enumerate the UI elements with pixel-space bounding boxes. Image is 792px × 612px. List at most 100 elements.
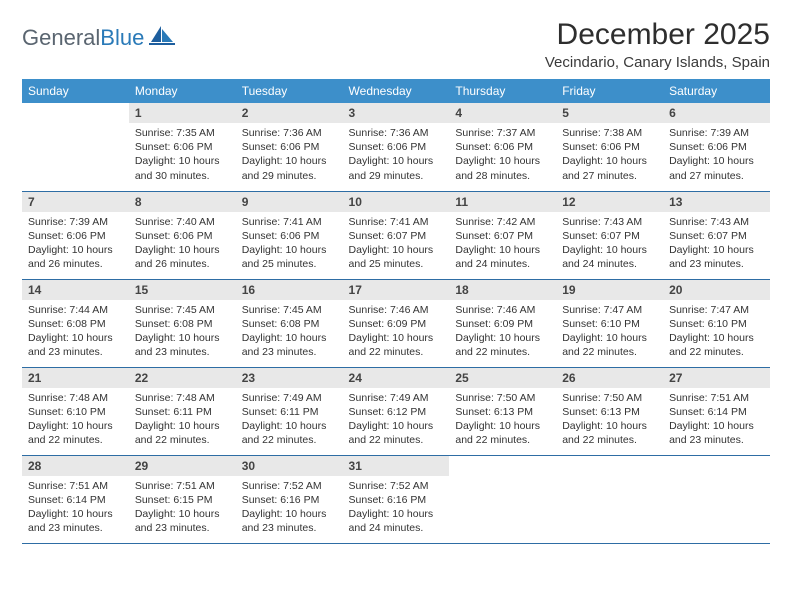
calendar-day-cell: 29Sunrise: 7:51 AMSunset: 6:15 PMDayligh… (129, 455, 236, 543)
day-info: Sunrise: 7:43 AMSunset: 6:07 PMDaylight:… (663, 212, 770, 278)
dow-header: Thursday (449, 79, 556, 103)
day-number: 18 (449, 280, 556, 300)
day-number: 27 (663, 368, 770, 388)
day-info: Sunrise: 7:46 AMSunset: 6:09 PMDaylight:… (343, 300, 450, 366)
day-info: Sunrise: 7:45 AMSunset: 6:08 PMDaylight:… (236, 300, 343, 366)
day-info: Sunrise: 7:39 AMSunset: 6:06 PMDaylight:… (22, 212, 129, 278)
calendar-day-cell: 18Sunrise: 7:46 AMSunset: 6:09 PMDayligh… (449, 279, 556, 367)
calendar-day-cell: 6Sunrise: 7:39 AMSunset: 6:06 PMDaylight… (663, 103, 770, 191)
calendar-day-cell: 16Sunrise: 7:45 AMSunset: 6:08 PMDayligh… (236, 279, 343, 367)
dow-header: Saturday (663, 79, 770, 103)
dow-header: Wednesday (343, 79, 450, 103)
day-number: 17 (343, 280, 450, 300)
calendar-day-cell: 31Sunrise: 7:52 AMSunset: 6:16 PMDayligh… (343, 455, 450, 543)
day-info: Sunrise: 7:49 AMSunset: 6:11 PMDaylight:… (236, 388, 343, 454)
day-info: Sunrise: 7:50 AMSunset: 6:13 PMDaylight:… (449, 388, 556, 454)
day-info: Sunrise: 7:46 AMSunset: 6:09 PMDaylight:… (449, 300, 556, 366)
calendar-day-cell (449, 455, 556, 543)
day-info: Sunrise: 7:43 AMSunset: 6:07 PMDaylight:… (556, 212, 663, 278)
calendar-day-cell: 2Sunrise: 7:36 AMSunset: 6:06 PMDaylight… (236, 103, 343, 191)
day-number: 13 (663, 192, 770, 212)
calendar-day-cell (556, 455, 663, 543)
day-info: Sunrise: 7:44 AMSunset: 6:08 PMDaylight:… (22, 300, 129, 366)
calendar-day-cell: 30Sunrise: 7:52 AMSunset: 6:16 PMDayligh… (236, 455, 343, 543)
calendar-day-cell: 17Sunrise: 7:46 AMSunset: 6:09 PMDayligh… (343, 279, 450, 367)
calendar-day-cell: 22Sunrise: 7:48 AMSunset: 6:11 PMDayligh… (129, 367, 236, 455)
day-info: Sunrise: 7:51 AMSunset: 6:14 PMDaylight:… (663, 388, 770, 454)
calendar-day-cell: 11Sunrise: 7:42 AMSunset: 6:07 PMDayligh… (449, 191, 556, 279)
day-number: 19 (556, 280, 663, 300)
day-number: 31 (343, 456, 450, 476)
calendar-day-cell: 9Sunrise: 7:41 AMSunset: 6:06 PMDaylight… (236, 191, 343, 279)
dow-header: Friday (556, 79, 663, 103)
day-number: 10 (343, 192, 450, 212)
day-info: Sunrise: 7:42 AMSunset: 6:07 PMDaylight:… (449, 212, 556, 278)
calendar-week-row: 14Sunrise: 7:44 AMSunset: 6:08 PMDayligh… (22, 279, 770, 367)
day-info: Sunrise: 7:39 AMSunset: 6:06 PMDaylight:… (663, 123, 770, 189)
day-number: 8 (129, 192, 236, 212)
day-info: Sunrise: 7:49 AMSunset: 6:12 PMDaylight:… (343, 388, 450, 454)
calendar-day-cell: 23Sunrise: 7:49 AMSunset: 6:11 PMDayligh… (236, 367, 343, 455)
calendar-day-cell: 7Sunrise: 7:39 AMSunset: 6:06 PMDaylight… (22, 191, 129, 279)
day-info: Sunrise: 7:52 AMSunset: 6:16 PMDaylight:… (343, 476, 450, 542)
calendar-day-cell: 3Sunrise: 7:36 AMSunset: 6:06 PMDaylight… (343, 103, 450, 191)
day-number: 5 (556, 103, 663, 123)
day-number: 28 (22, 456, 129, 476)
day-number: 15 (129, 280, 236, 300)
dow-header: Tuesday (236, 79, 343, 103)
day-info: Sunrise: 7:45 AMSunset: 6:08 PMDaylight:… (129, 300, 236, 366)
day-info: Sunrise: 7:48 AMSunset: 6:10 PMDaylight:… (22, 388, 129, 454)
day-info: Sunrise: 7:37 AMSunset: 6:06 PMDaylight:… (449, 123, 556, 189)
calendar-day-cell: 25Sunrise: 7:50 AMSunset: 6:13 PMDayligh… (449, 367, 556, 455)
day-number: 6 (663, 103, 770, 123)
day-info: Sunrise: 7:36 AMSunset: 6:06 PMDaylight:… (236, 123, 343, 189)
calendar-day-cell (663, 455, 770, 543)
day-number: 11 (449, 192, 556, 212)
month-title: December 2025 (545, 18, 770, 52)
day-info: Sunrise: 7:52 AMSunset: 6:16 PMDaylight:… (236, 476, 343, 542)
day-number: 26 (556, 368, 663, 388)
day-info: Sunrise: 7:50 AMSunset: 6:13 PMDaylight:… (556, 388, 663, 454)
day-info: Sunrise: 7:40 AMSunset: 6:06 PMDaylight:… (129, 212, 236, 278)
calendar-day-cell: 1Sunrise: 7:35 AMSunset: 6:06 PMDaylight… (129, 103, 236, 191)
calendar-day-cell: 10Sunrise: 7:41 AMSunset: 6:07 PMDayligh… (343, 191, 450, 279)
day-info: Sunrise: 7:35 AMSunset: 6:06 PMDaylight:… (129, 123, 236, 189)
brand-sail-icon (149, 24, 175, 51)
day-number: 14 (22, 280, 129, 300)
day-number: 3 (343, 103, 450, 123)
calendar-day-cell: 5Sunrise: 7:38 AMSunset: 6:06 PMDaylight… (556, 103, 663, 191)
day-number: 1 (129, 103, 236, 123)
brand-name-a: General (22, 25, 100, 50)
day-info: Sunrise: 7:47 AMSunset: 6:10 PMDaylight:… (556, 300, 663, 366)
calendar-day-cell: 4Sunrise: 7:37 AMSunset: 6:06 PMDaylight… (449, 103, 556, 191)
day-info: Sunrise: 7:51 AMSunset: 6:14 PMDaylight:… (22, 476, 129, 542)
calendar-day-cell: 8Sunrise: 7:40 AMSunset: 6:06 PMDaylight… (129, 191, 236, 279)
day-number: 23 (236, 368, 343, 388)
day-number: 7 (22, 192, 129, 212)
day-number: 24 (343, 368, 450, 388)
day-number: 12 (556, 192, 663, 212)
dow-header: Monday (129, 79, 236, 103)
day-info: Sunrise: 7:51 AMSunset: 6:15 PMDaylight:… (129, 476, 236, 542)
calendar-day-cell: 13Sunrise: 7:43 AMSunset: 6:07 PMDayligh… (663, 191, 770, 279)
dow-header: Sunday (22, 79, 129, 103)
day-info: Sunrise: 7:36 AMSunset: 6:06 PMDaylight:… (343, 123, 450, 189)
day-number: 16 (236, 280, 343, 300)
calendar-week-row: 1Sunrise: 7:35 AMSunset: 6:06 PMDaylight… (22, 103, 770, 191)
calendar-day-cell: 28Sunrise: 7:51 AMSunset: 6:14 PMDayligh… (22, 455, 129, 543)
brand-name-b: Blue (100, 25, 144, 50)
brand-logo: GeneralBlue (22, 24, 175, 51)
calendar-day-cell: 20Sunrise: 7:47 AMSunset: 6:10 PMDayligh… (663, 279, 770, 367)
calendar-day-cell (22, 103, 129, 191)
day-number: 9 (236, 192, 343, 212)
calendar-body: 1Sunrise: 7:35 AMSunset: 6:06 PMDaylight… (22, 103, 770, 543)
day-info: Sunrise: 7:41 AMSunset: 6:06 PMDaylight:… (236, 212, 343, 278)
day-number: 22 (129, 368, 236, 388)
day-number: 4 (449, 103, 556, 123)
calendar-week-row: 28Sunrise: 7:51 AMSunset: 6:14 PMDayligh… (22, 455, 770, 543)
header: GeneralBlue December 2025 Vecindario, Ca… (22, 18, 770, 71)
calendar-day-cell: 15Sunrise: 7:45 AMSunset: 6:08 PMDayligh… (129, 279, 236, 367)
calendar-week-row: 7Sunrise: 7:39 AMSunset: 6:06 PMDaylight… (22, 191, 770, 279)
brand-name: GeneralBlue (22, 25, 144, 51)
calendar-table: SundayMondayTuesdayWednesdayThursdayFrid… (22, 79, 770, 544)
